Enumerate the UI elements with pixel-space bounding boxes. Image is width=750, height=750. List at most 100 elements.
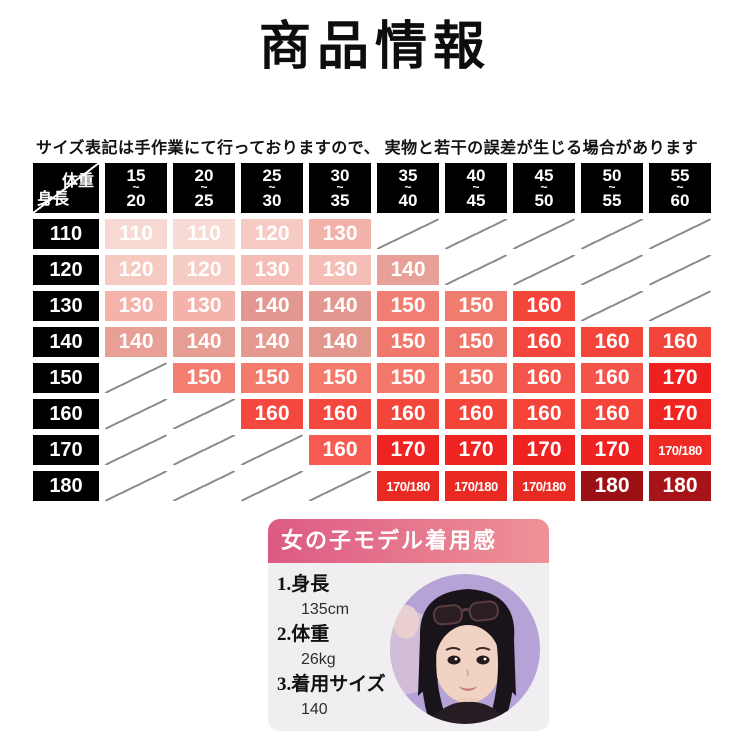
model-card-body: 1.身長 135cm 2.体重 26kg 3.着用サイズ 140	[268, 563, 549, 731]
col-header-from: 25	[262, 166, 282, 186]
size-cell: 160	[445, 399, 507, 429]
model-photo	[390, 574, 540, 724]
col-header-from: 45	[534, 166, 554, 186]
col-header-from: 35	[398, 166, 418, 186]
empty-cell	[105, 363, 167, 393]
model-spec-label: 3.着用サイズ	[277, 674, 386, 695]
size-cell: 160	[513, 399, 575, 429]
col-header-to: 30	[262, 190, 282, 210]
row-header: 120	[33, 255, 99, 285]
empty-cell	[377, 219, 439, 249]
size-cell: 150	[173, 363, 235, 393]
size-cell: 170	[581, 435, 643, 465]
row-header: 150	[33, 363, 99, 393]
eye-glint-right	[483, 657, 487, 661]
size-cell: 150	[445, 291, 507, 321]
corner-cell: 体重 身長	[33, 163, 99, 213]
size-disclaimer-note: サイズ表記は手作業にて行っておりますので、 実物と若干の誤差が生じる場合がありま…	[36, 140, 699, 157]
col-header-to: 50	[534, 190, 554, 210]
col-header-to: 55	[602, 190, 622, 210]
size-cell: 130	[105, 291, 167, 321]
size-cell: 150	[377, 327, 439, 357]
size-cell: 160	[649, 327, 711, 357]
girl-eyebrow-right	[475, 647, 491, 651]
range-tilde: ~	[540, 180, 548, 195]
empty-cell	[173, 471, 235, 501]
empty-cell	[105, 471, 167, 501]
size-cell: 160	[581, 399, 643, 429]
size-cell: 160	[513, 327, 575, 357]
empty-cell	[581, 291, 643, 321]
range-tilde: ~	[132, 180, 140, 195]
size-cell: 170/180	[513, 471, 575, 501]
col-header-from: 30	[330, 166, 350, 186]
size-cell: 170	[649, 363, 711, 393]
empty-cell	[581, 255, 643, 285]
sunglasses-icon	[432, 600, 499, 626]
size-cell: 110	[105, 219, 167, 249]
range-tilde: ~	[268, 180, 276, 195]
col-header-from: 40	[466, 166, 486, 186]
size-cell: 130	[309, 255, 371, 285]
row-header: 160	[33, 399, 99, 429]
empty-cell	[581, 219, 643, 249]
size-cell: 140	[173, 327, 235, 357]
col-header-to: 40	[398, 190, 418, 210]
model-spec-list: 1.身長 135cm 2.体重 26kg 3.着用サイズ 140	[277, 572, 386, 722]
model-spec-value: 140	[301, 701, 328, 718]
col-header: 35 ~40	[377, 163, 439, 213]
empty-cell	[513, 255, 575, 285]
size-chart-table: 体重 身長 15 ~20 20 ~25 25 ~30 30 ~35 35 ~40 40 ~45 45 ~50 5…	[33, 163, 711, 501]
col-header: 55 ~60	[649, 163, 711, 213]
col-header: 40 ~45	[445, 163, 507, 213]
girl-eye-left	[447, 655, 461, 665]
size-cell: 150	[445, 363, 507, 393]
size-cell: 140	[241, 327, 303, 357]
col-header-to: 20	[126, 190, 146, 210]
empty-cell	[241, 471, 303, 501]
hand-shape	[393, 605, 419, 639]
eye-glint-left	[454, 657, 458, 661]
size-cell: 170/180	[377, 471, 439, 501]
size-cell: 160	[241, 399, 303, 429]
range-tilde: ~	[676, 180, 684, 195]
col-header-from: 50	[602, 166, 622, 186]
row-header: 140	[33, 327, 99, 357]
empty-cell	[105, 435, 167, 465]
row-header: 180	[33, 471, 99, 501]
size-cell: 110	[173, 219, 235, 249]
row-header: 110	[33, 219, 99, 249]
size-cell: 150	[445, 327, 507, 357]
size-cell: 130	[173, 291, 235, 321]
empty-cell	[513, 219, 575, 249]
empty-cell	[241, 435, 303, 465]
size-cell: 140	[309, 327, 371, 357]
size-cell: 170	[649, 399, 711, 429]
col-header: 45 ~50	[513, 163, 575, 213]
size-cell: 150	[377, 363, 439, 393]
model-card: 女の子モデル着用感 1.身長 135cm 2.体重 26kg 3.着用サイズ 140	[268, 519, 549, 731]
col-header: 50 ~55	[581, 163, 643, 213]
col-header-from: 55	[670, 166, 690, 186]
page-title: 商品情報	[258, 19, 491, 76]
col-header-to: 25	[194, 190, 214, 210]
empty-cell	[649, 255, 711, 285]
size-cell: 150	[309, 363, 371, 393]
size-cell: 140	[377, 255, 439, 285]
size-cell: 140	[309, 291, 371, 321]
empty-cell	[649, 219, 711, 249]
girl-clothing	[424, 701, 512, 724]
col-header-to: 60	[670, 190, 690, 210]
col-header: 15 ~20	[105, 163, 167, 213]
empty-cell	[173, 435, 235, 465]
girl-model-illustration	[390, 574, 540, 724]
empty-cell	[309, 471, 371, 501]
size-cell: 160	[309, 435, 371, 465]
girl-eyebrow-left	[445, 647, 461, 651]
size-cell: 120	[173, 255, 235, 285]
empty-cell	[173, 399, 235, 429]
size-cell: 160	[513, 363, 575, 393]
size-cell: 180	[581, 471, 643, 501]
size-cell: 130	[309, 219, 371, 249]
